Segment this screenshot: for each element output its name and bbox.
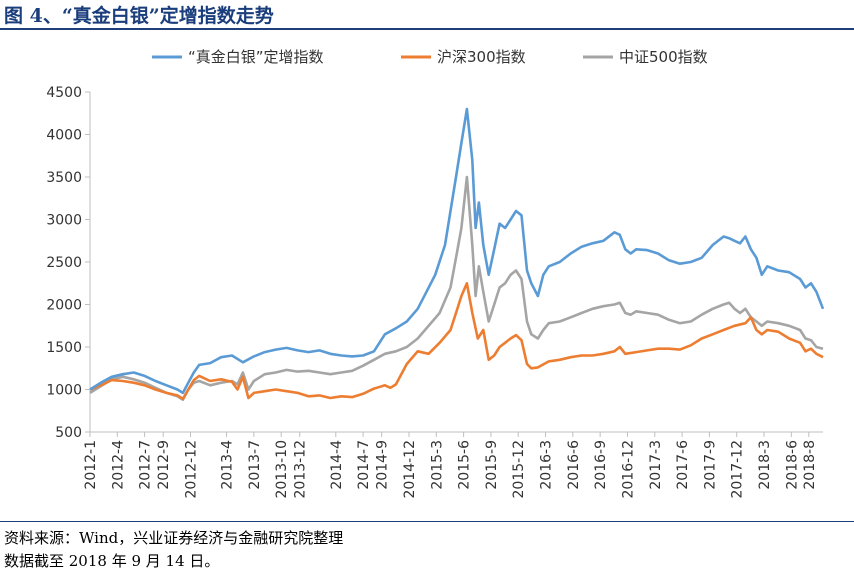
x-tick-label: 2012-9 (156, 440, 172, 490)
x-tick-label: 2013-12 (293, 440, 309, 499)
x-tick-label: 2012-12 (184, 440, 200, 499)
x-tick-label: 2017-6 (675, 440, 691, 490)
x-tick-label: 2017-3 (648, 440, 664, 490)
x-tick-label: 2018-8 (802, 440, 818, 490)
x-tick-label: 2013-4 (220, 440, 236, 490)
y-tick-label: 500 (55, 425, 82, 441)
y-tick-label: 3000 (46, 213, 82, 229)
y-tick-label: 1500 (46, 340, 82, 356)
source-divider (0, 521, 854, 522)
x-tick-label: 2014-4 (329, 440, 345, 490)
legend-label: “真金白银”定增指数 (188, 48, 324, 66)
figure-title: 图 4、“真金白银”定增指数走势 (4, 5, 274, 27)
x-tick-label: 2016-6 (566, 440, 582, 490)
legend-label: 沪深300指数 (437, 48, 526, 66)
source-note: 资料来源：Wind，兴业证券经济与金融研究院整理 (4, 529, 344, 547)
x-tick-label: 2014-12 (402, 440, 418, 499)
chart-legend: “真金白银”定增指数 沪深300指数 中证500指数 (152, 48, 708, 66)
x-tick-label: 2014-9 (375, 440, 391, 490)
plot-area (89, 107, 825, 401)
x-tick-label: 2016-9 (593, 440, 609, 490)
x-tick-label: 2016-3 (539, 440, 555, 490)
x-tick-label: 2012-1 (83, 440, 99, 490)
legend-label: 中证500指数 (619, 48, 708, 66)
x-tick-label: 2018-3 (757, 440, 773, 490)
y-tick-label: 2000 (46, 298, 82, 314)
y-tick-label: 2500 (46, 255, 82, 271)
y-tick-label: 3500 (46, 170, 82, 186)
date-note: 数据截至 2018 年 9 月 14 日。 (4, 552, 220, 570)
x-tick-label: 2013-7 (247, 440, 263, 490)
x-tick-label: 2015-6 (457, 440, 473, 490)
x-tick-label: 2018-6 (784, 440, 800, 490)
series-line (89, 282, 824, 401)
title-divider (0, 28, 854, 30)
x-tick-label: 2014-7 (356, 440, 372, 490)
y-axis: 500 1000 1500 2000 2500 3000 3500 4000 4500 (46, 85, 91, 441)
x-tick-label: 2017-12 (730, 440, 746, 499)
x-tick-label: 2017-9 (702, 440, 718, 490)
line-chart: “真金白银”定增指数 沪深300指数 中证500指数 500 1000 1500 2000… (46, 48, 825, 499)
x-tick-label: 2015-3 (429, 440, 445, 490)
x-tick-label: 2012-4 (110, 440, 126, 490)
y-tick-label: 4000 (46, 128, 82, 144)
x-tick-label: 2013-10 (274, 440, 290, 499)
x-tick-label: 2015-9 (484, 440, 500, 490)
series-line (89, 107, 825, 395)
x-tick-label: 2016-12 (620, 440, 636, 499)
x-tick-label: 2015-12 (511, 440, 527, 499)
y-tick-label: 1000 (46, 383, 82, 399)
x-tick-label: 2012-7 (138, 440, 154, 490)
y-tick-label: 4500 (46, 85, 82, 101)
series-line (89, 175, 824, 401)
x-axis: 2012-1 2012-4 2012-7 2012-9 2012-12 2013-4 201… (83, 431, 823, 499)
